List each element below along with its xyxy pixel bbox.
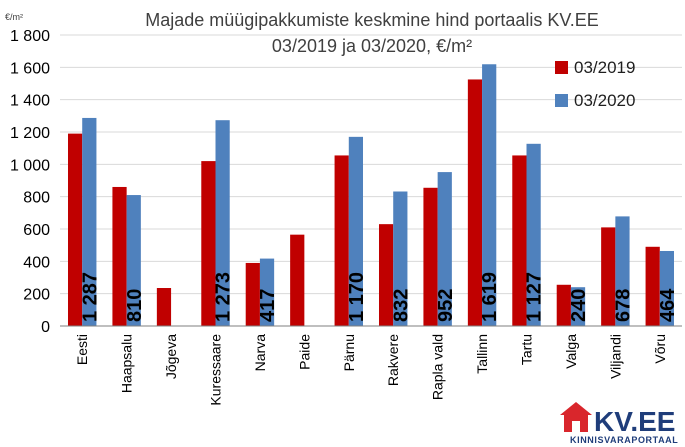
legend-label: 03/2020 bbox=[574, 91, 635, 110]
y-tick-label: 0 bbox=[41, 319, 50, 336]
bar-03-2019 bbox=[556, 284, 571, 326]
bar-03-2019 bbox=[201, 161, 216, 326]
x-tick-label: Haapsalu bbox=[119, 334, 135, 393]
y-tick-label: 1 200 bbox=[10, 125, 50, 142]
logo-main-text: KV.EE bbox=[594, 406, 675, 437]
bar-value-label: 678 bbox=[612, 289, 634, 322]
bar-03-2019 bbox=[334, 155, 349, 326]
bar-03-2020 bbox=[82, 117, 97, 326]
bar-03-2019 bbox=[601, 227, 616, 326]
bar-value-label: 952 bbox=[435, 289, 457, 322]
bar-value-label: 417 bbox=[257, 289, 279, 322]
bar-value-label: 810 bbox=[124, 289, 146, 322]
x-tick-label: Eesti bbox=[74, 334, 90, 365]
x-axis-ticks: Eesti Haapsalu Jõgeva Kuressaare Narva Paide P… bbox=[74, 334, 668, 406]
bar-03-2020 bbox=[659, 250, 675, 326]
bar-03-2020 bbox=[393, 191, 408, 326]
y-tick-label: 1 400 bbox=[10, 93, 50, 110]
bar-03-2019 bbox=[645, 246, 660, 326]
x-tick-label: Pärnu bbox=[341, 334, 357, 371]
bar-03-2020 bbox=[215, 120, 230, 326]
x-tick-label: Kuressaare bbox=[208, 334, 224, 406]
x-tick-label: Valga bbox=[563, 334, 579, 369]
y-tick-label: 1 800 bbox=[10, 28, 50, 45]
y-tick-label: 800 bbox=[23, 190, 50, 207]
bar-03-2020 bbox=[348, 136, 364, 326]
legend-swatch bbox=[555, 61, 568, 74]
bar-value-label: 240 bbox=[568, 289, 590, 322]
bar-03-2019 bbox=[378, 224, 394, 326]
bar-value-label: 1 127 bbox=[524, 272, 546, 322]
bar-03-2019 bbox=[512, 155, 527, 326]
bar-03-2019 bbox=[156, 288, 172, 326]
x-tick-label: Rapla vald bbox=[430, 334, 446, 400]
x-tick-label: Tallinn bbox=[474, 334, 490, 374]
gridlines bbox=[60, 34, 682, 295]
y-axis-ticks: 0 200 400 600 800 1 000 1 200 1 400 1 600 1 800 bbox=[10, 28, 50, 336]
bar-value-label: 1 287 bbox=[79, 272, 101, 322]
x-tick-label: Jõgeva bbox=[163, 334, 179, 379]
y-unit-label: €/m² bbox=[5, 12, 23, 22]
y-tick-label: 400 bbox=[23, 254, 50, 271]
x-tick-label: Viljandi bbox=[607, 334, 623, 379]
bar-03-2020 bbox=[126, 195, 141, 326]
bar-03-2020 bbox=[615, 216, 630, 326]
logo-sub-text: KINNISVARAPORTAAL bbox=[570, 435, 678, 445]
legend-label: 03/2019 bbox=[574, 58, 635, 77]
bar-03-2020 bbox=[482, 64, 497, 327]
bar-03-2019 bbox=[290, 234, 305, 326]
bar-03-2019 bbox=[67, 133, 83, 326]
bar-value-label: 1 170 bbox=[346, 272, 368, 322]
chart-title-line-2: 03/2019 ja 03/2020, €/m² bbox=[272, 36, 472, 56]
bar-03-2020 bbox=[259, 258, 275, 326]
bar-value-label: 1 619 bbox=[479, 272, 501, 322]
bars bbox=[67, 64, 675, 327]
x-tick-label: Rakvere bbox=[385, 334, 401, 386]
bar-03-2019 bbox=[112, 186, 127, 326]
bar-03-2019 bbox=[245, 262, 260, 326]
house-icon bbox=[560, 402, 592, 432]
legend: 03/2019 03/2020 bbox=[555, 58, 635, 110]
legend-swatch bbox=[555, 94, 568, 107]
bar-value-label: 832 bbox=[390, 289, 412, 322]
bar-03-2019 bbox=[423, 187, 438, 326]
y-tick-label: 200 bbox=[23, 287, 50, 304]
bar-03-2019 bbox=[467, 79, 483, 326]
bar-03-2020 bbox=[437, 172, 452, 326]
y-tick-label: 1 600 bbox=[10, 60, 50, 77]
chart-title-line-1: Majade müügipakkumiste keskmine hind por… bbox=[145, 10, 599, 30]
bar-value-label: 1 273 bbox=[213, 272, 235, 322]
x-tick-label: Paide bbox=[296, 334, 312, 370]
x-tick-label: Narva bbox=[252, 334, 268, 372]
y-tick-label: 1 000 bbox=[10, 157, 50, 174]
bar-value-label: 464 bbox=[657, 288, 679, 322]
kv-logo: KV.EE KINNISVARAPORTAAL bbox=[560, 402, 678, 445]
value-labels: 1 287 810 1 273 417 1 170 832 952 1 619 1 127 240… bbox=[79, 272, 679, 322]
bar-03-2020 bbox=[570, 287, 586, 326]
y-tick-label: 600 bbox=[23, 222, 50, 239]
x-tick-label: Võru bbox=[652, 334, 668, 364]
bar-03-2020 bbox=[526, 143, 541, 326]
x-tick-label: Tartu bbox=[519, 334, 535, 365]
